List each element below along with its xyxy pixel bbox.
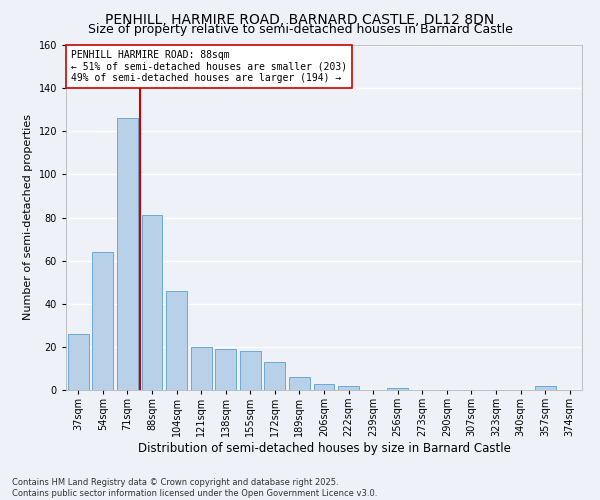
Bar xyxy=(117,118,138,390)
X-axis label: Distribution of semi-detached houses by size in Barnard Castle: Distribution of semi-detached houses by … xyxy=(137,442,511,455)
Y-axis label: Number of semi-detached properties: Number of semi-detached properties xyxy=(23,114,33,320)
Bar xyxy=(240,351,261,390)
Bar xyxy=(387,388,408,390)
Text: Size of property relative to semi-detached houses in Barnard Castle: Size of property relative to semi-detach… xyxy=(88,22,512,36)
Text: Contains HM Land Registry data © Crown copyright and database right 2025.
Contai: Contains HM Land Registry data © Crown c… xyxy=(12,478,377,498)
Bar xyxy=(166,291,187,390)
Bar xyxy=(68,334,89,390)
Text: PENHILL, HARMIRE ROAD, BARNARD CASTLE, DL12 8DN: PENHILL, HARMIRE ROAD, BARNARD CASTLE, D… xyxy=(106,12,494,26)
Bar xyxy=(92,252,113,390)
Text: PENHILL HARMIRE ROAD: 88sqm
← 51% of semi-detached houses are smaller (203)
49% : PENHILL HARMIRE ROAD: 88sqm ← 51% of sem… xyxy=(71,50,347,84)
Bar xyxy=(535,386,556,390)
Bar xyxy=(215,349,236,390)
Bar xyxy=(265,362,286,390)
Bar xyxy=(142,216,163,390)
Bar xyxy=(314,384,334,390)
Bar xyxy=(289,377,310,390)
Bar xyxy=(191,347,212,390)
Bar xyxy=(338,386,359,390)
